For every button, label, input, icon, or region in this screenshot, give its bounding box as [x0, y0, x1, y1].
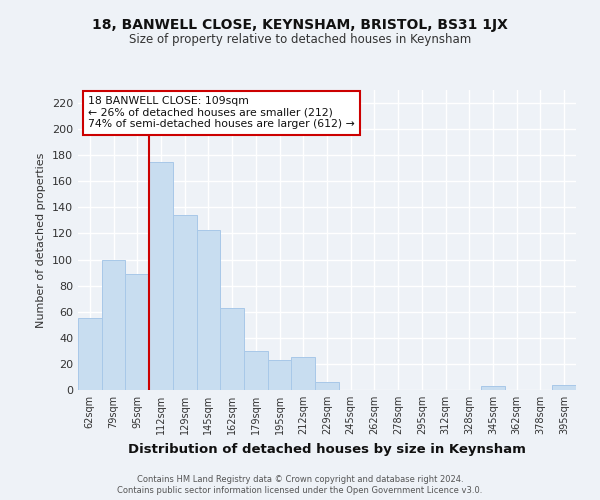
Bar [481, 386, 505, 390]
Bar [78, 318, 102, 390]
Text: 18, BANWELL CLOSE, KEYNSHAM, BRISTOL, BS31 1JX: 18, BANWELL CLOSE, KEYNSHAM, BRISTOL, BS… [92, 18, 508, 32]
Y-axis label: Number of detached properties: Number of detached properties [37, 152, 46, 328]
Bar [102, 260, 125, 390]
Bar [125, 274, 149, 390]
Bar [268, 360, 292, 390]
Bar [315, 382, 339, 390]
Text: Contains public sector information licensed under the Open Government Licence v3: Contains public sector information licen… [118, 486, 482, 495]
Bar [149, 162, 173, 390]
Bar [244, 351, 268, 390]
Text: 18 BANWELL CLOSE: 109sqm
← 26% of detached houses are smaller (212)
74% of semi-: 18 BANWELL CLOSE: 109sqm ← 26% of detach… [88, 96, 355, 129]
X-axis label: Distribution of detached houses by size in Keynsham: Distribution of detached houses by size … [128, 442, 526, 456]
Bar [173, 215, 197, 390]
Bar [292, 358, 315, 390]
Bar [197, 230, 220, 390]
Text: Size of property relative to detached houses in Keynsham: Size of property relative to detached ho… [129, 32, 471, 46]
Text: Contains HM Land Registry data © Crown copyright and database right 2024.: Contains HM Land Registry data © Crown c… [137, 475, 463, 484]
Bar [220, 308, 244, 390]
Bar [552, 385, 576, 390]
